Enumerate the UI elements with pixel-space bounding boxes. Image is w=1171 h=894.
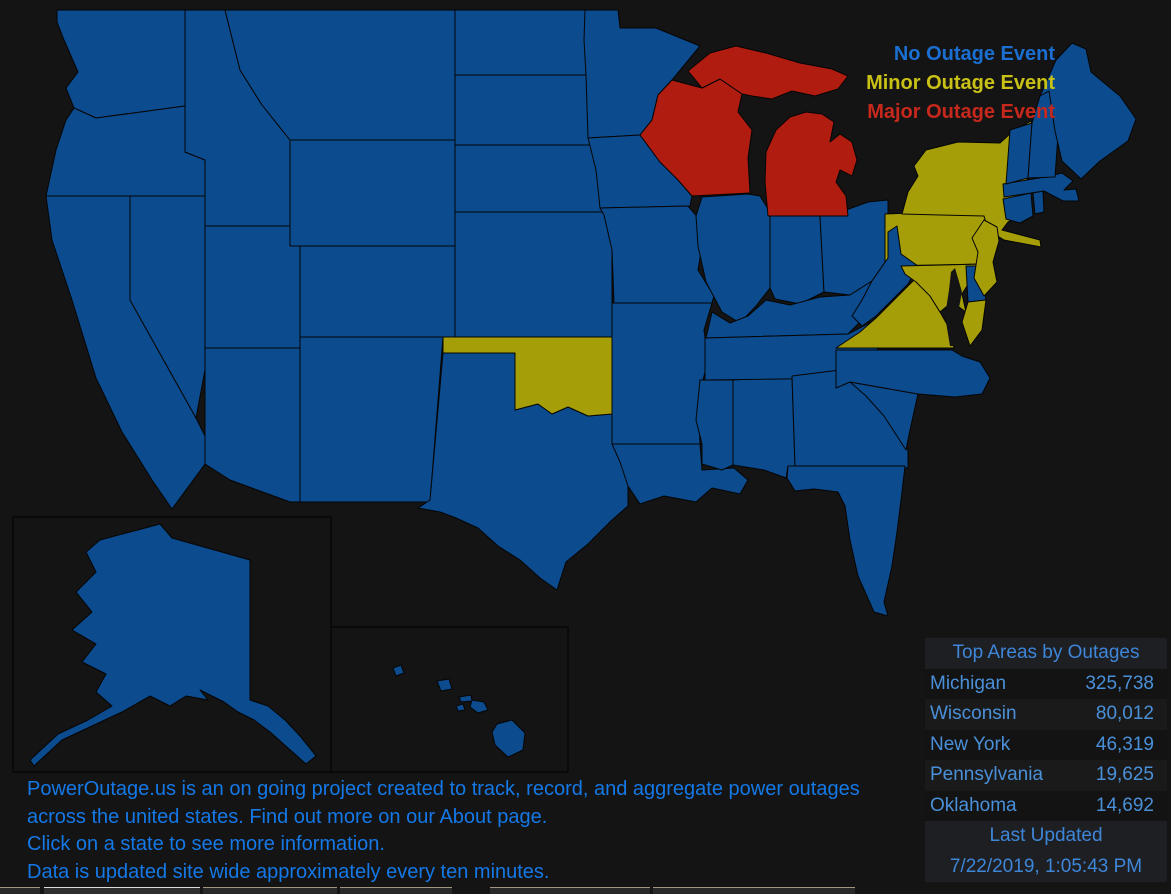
area-name: Wisconsin (930, 703, 1017, 725)
state-alabama[interactable] (732, 375, 796, 479)
state-maryland-eastern-shore[interactable] (961, 299, 987, 347)
legend-minor-outage: Minor Outage Event (866, 72, 1055, 94)
chesapeake-bay (945, 268, 964, 346)
state-north-carolina[interactable] (835, 349, 991, 398)
area-name: Pennsylvania (930, 764, 1044, 786)
bottom-cutoff-segment (203, 887, 337, 894)
state-colorado[interactable] (299, 245, 456, 338)
info-line-3: Click on a state to see more information… (27, 833, 385, 855)
state-arizona[interactable] (204, 347, 301, 503)
state-indiana[interactable] (769, 215, 825, 305)
state-maine[interactable] (1039, 42, 1137, 180)
info-line-1: PowerOutage.us is an on going project cr… (27, 778, 860, 800)
state-washington[interactable] (56, 9, 186, 119)
outage-legend: No Outage Event Minor Outage Event Major… (866, 40, 1055, 127)
info-line-2[interactable]: across the united states. Find out more … (27, 805, 548, 828)
bottom-cutoff-segment (653, 887, 855, 894)
table-row: New York 46,319 (925, 729, 1167, 760)
state-wyoming[interactable] (289, 139, 456, 247)
state-oregon[interactable] (45, 105, 206, 197)
bottom-cutoff-segment (0, 887, 40, 894)
state-illinois[interactable] (695, 193, 771, 324)
hawaii-inset-box (330, 626, 569, 773)
state-south-dakota[interactable] (454, 74, 595, 146)
legend-no-outage: No Outage Event (893, 43, 1055, 65)
outage-count: 325,738 (1085, 672, 1154, 694)
state-hawaii[interactable] (392, 664, 526, 758)
table-row: Oklahoma 14,692 (925, 790, 1167, 821)
bottom-cutoff-segment (44, 887, 200, 894)
last-updated-timestamp: 7/22/2019, 1:05:43 PM (925, 851, 1167, 882)
table-row: Wisconsin 80,012 (925, 699, 1167, 730)
state-florida[interactable] (786, 465, 906, 617)
outage-count: 80,012 (1095, 703, 1154, 725)
area-name: New York (930, 733, 1011, 755)
state-alaska[interactable] (29, 523, 317, 767)
state-nevada[interactable] (129, 195, 206, 419)
state-west-virginia[interactable] (851, 225, 919, 327)
state-mississippi[interactable] (695, 379, 734, 471)
area-name: Michigan (930, 672, 1007, 694)
state-north-dakota[interactable] (454, 9, 589, 76)
last-updated-label: Last Updated (925, 821, 1167, 852)
state-kansas[interactable] (454, 211, 613, 338)
bottom-cutoff-segment (490, 887, 650, 894)
bottom-cutoff-segment (340, 887, 452, 894)
outage-count: 14,692 (1095, 794, 1154, 816)
state-louisiana[interactable] (611, 443, 749, 505)
state-michigan[interactable] (687, 45, 858, 217)
state-new-jersey[interactable] (971, 219, 1000, 297)
info-line-4: Data is updated site wide approximately … (27, 860, 550, 883)
outage-count: 19,625 (1095, 764, 1154, 786)
state-massachusetts[interactable] (1002, 172, 1080, 202)
table-row: Pennsylvania 19,625 (925, 760, 1167, 791)
top-areas-panel: Top Areas by Outages Michigan 325,738 Wi… (925, 638, 1167, 882)
state-new-mexico[interactable] (299, 336, 444, 503)
state-rhode-island[interactable] (1032, 190, 1045, 215)
top-areas-title: Top Areas by Outages (925, 638, 1167, 669)
site-description: PowerOutage.us is an on going project cr… (27, 776, 860, 886)
table-row: Michigan 325,738 (925, 668, 1167, 699)
area-name: Oklahoma (930, 794, 1017, 816)
outage-count: 46,319 (1095, 733, 1154, 755)
state-utah[interactable] (204, 225, 301, 349)
legend-major-outage: Major Outage Event (867, 101, 1055, 123)
